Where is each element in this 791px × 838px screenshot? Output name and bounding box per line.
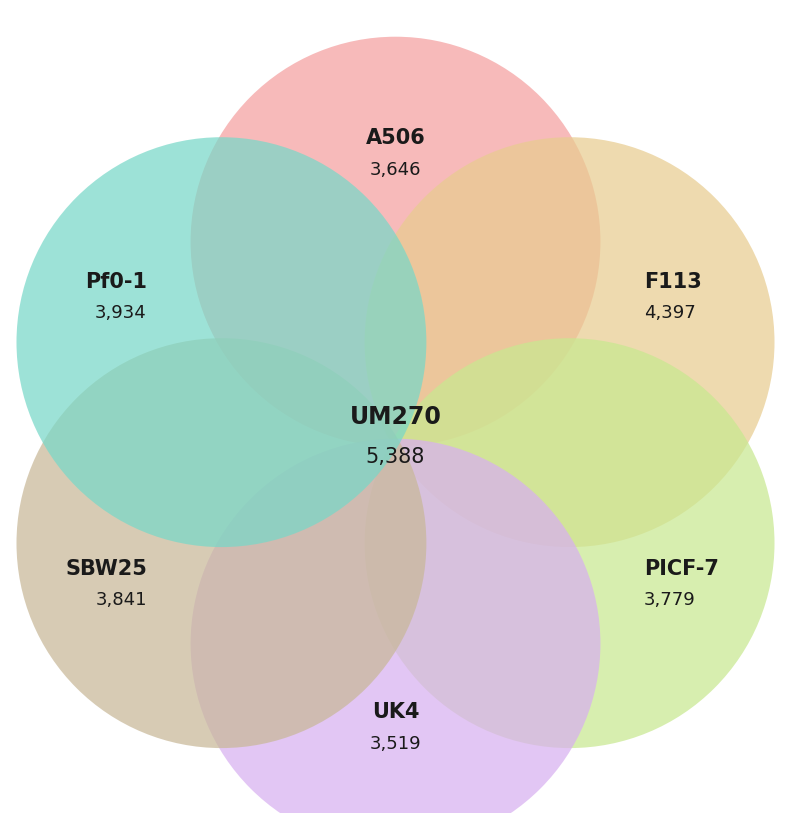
Text: SBW25: SBW25	[65, 559, 147, 579]
Text: 3,779: 3,779	[644, 592, 696, 609]
Circle shape	[365, 339, 774, 748]
Text: 3,934: 3,934	[95, 304, 147, 323]
Text: 3,841: 3,841	[96, 592, 147, 609]
Circle shape	[17, 137, 426, 547]
Circle shape	[365, 137, 774, 547]
Text: 3,519: 3,519	[369, 735, 422, 753]
Text: 4,397: 4,397	[644, 304, 696, 323]
Circle shape	[17, 339, 426, 748]
Text: 5,388: 5,388	[365, 447, 426, 467]
Text: 3,646: 3,646	[369, 161, 422, 178]
Text: PICF-7: PICF-7	[644, 559, 719, 579]
Text: F113: F113	[644, 272, 702, 292]
Text: A506: A506	[365, 128, 426, 148]
Circle shape	[191, 37, 600, 447]
Text: UK4: UK4	[372, 702, 419, 722]
Text: UM270: UM270	[350, 406, 441, 429]
Circle shape	[191, 439, 600, 838]
Text: Pf0-1: Pf0-1	[85, 272, 147, 292]
